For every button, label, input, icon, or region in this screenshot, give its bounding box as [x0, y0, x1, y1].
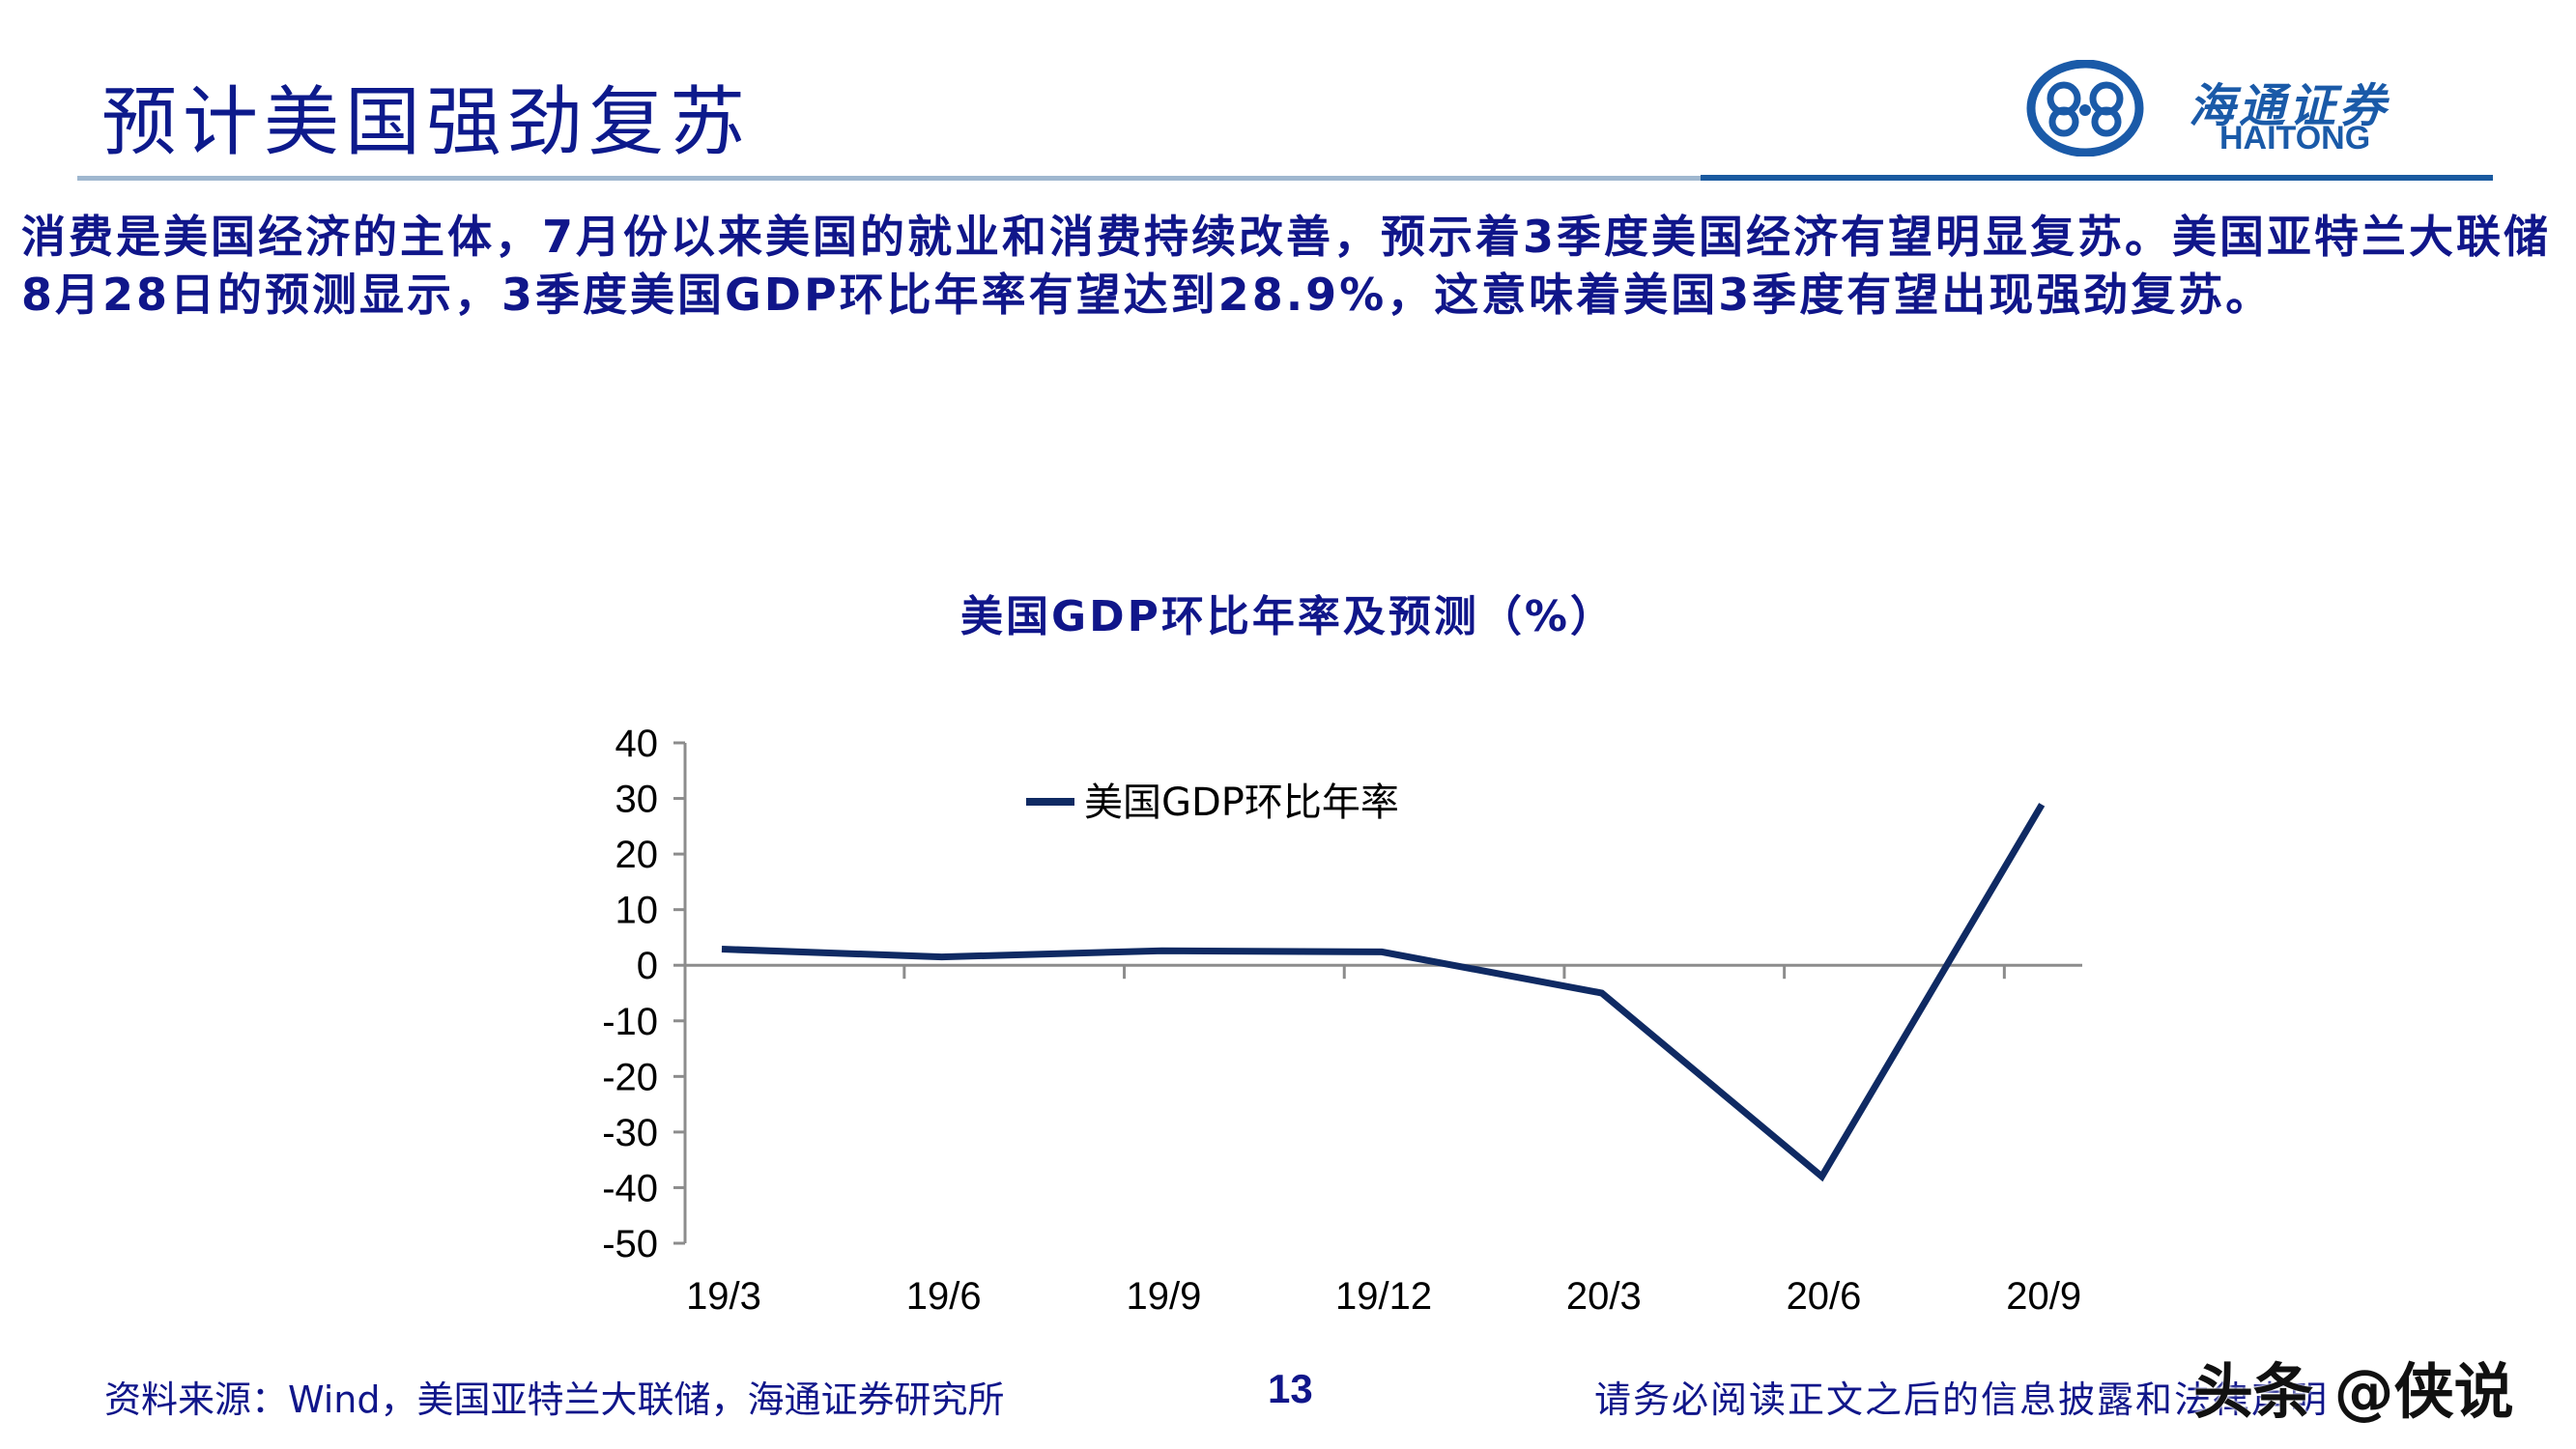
- x-axis: 19/3 19/6 19/9 19/12 20/3 20/6 20/9: [685, 963, 2082, 1318]
- legend-label: 美国GDP环比年率: [1084, 781, 1399, 825]
- y-tick-label: -20: [602, 1056, 658, 1098]
- y-tick-label: -30: [602, 1112, 658, 1154]
- source-note: 资料来源：Wind，美国亚特兰大联储，海通证券研究所: [104, 1378, 1005, 1421]
- gdp-series-line: [721, 803, 2046, 1182]
- x-tick-label: 19/9: [1126, 1275, 1201, 1318]
- watermark: 头条 @侠说: [2193, 1356, 2514, 1427]
- y-axis: 40 30 20 10 0 -10 -20 -30 -40 -50: [602, 723, 687, 1265]
- logo-english-name: HAITONG: [2219, 120, 2371, 156]
- y-tick-label: 0: [637, 945, 658, 987]
- y-tick-label: 30: [615, 779, 659, 821]
- x-tick-label: 20/9: [2006, 1275, 2081, 1318]
- title-rule-right: [1701, 175, 2493, 181]
- legend: 美国GDP环比年率: [1026, 781, 1399, 825]
- y-tick-label: 10: [615, 890, 659, 932]
- x-tick-label: 20/6: [1787, 1275, 1862, 1318]
- x-tick-label: 19/6: [906, 1275, 982, 1318]
- y-tick-label: -50: [602, 1223, 658, 1265]
- y-tick-label: 40: [615, 723, 659, 765]
- x-tick-label: 20/3: [1566, 1275, 1642, 1318]
- haitong-logo-icon: [2026, 60, 2144, 156]
- x-tick-label: 19/3: [686, 1275, 761, 1318]
- body-paragraph: 消费是美国经济的主体，7月份以来美国的就业和消费持续改善，预示着3季度美国经济有…: [21, 211, 2552, 321]
- y-tick-label: -40: [602, 1167, 658, 1209]
- disclaimer: 请务必阅读正文之后的信息披露和法律声明: [1594, 1378, 2330, 1421]
- page-title: 预计美国强劲复苏: [101, 79, 752, 166]
- title-rule-left: [77, 176, 1701, 181]
- y-tick-label: 20: [615, 834, 659, 876]
- x-tick-label: 19/12: [1335, 1275, 1432, 1318]
- y-tick-label: -10: [602, 1001, 658, 1043]
- chart-title: 美国GDP环比年率及预测（%）: [960, 592, 1616, 641]
- logo-chinese-name: 海通证券: [2189, 79, 2390, 133]
- page-number: 13: [1268, 1366, 1313, 1411]
